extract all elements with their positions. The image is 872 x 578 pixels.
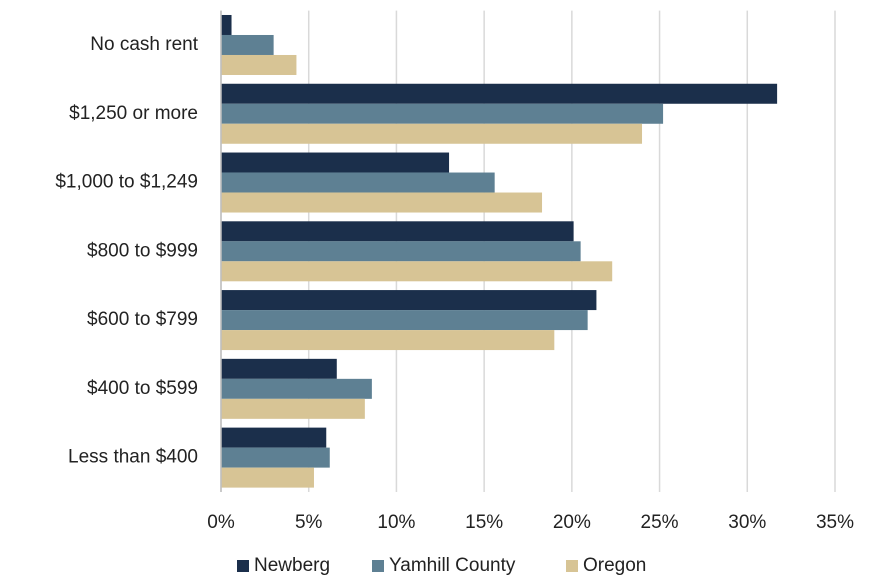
- x-tick-label: 15%: [465, 512, 503, 533]
- bar: [221, 330, 555, 351]
- bar: [221, 172, 495, 193]
- legend-swatch: [566, 560, 578, 572]
- x-tick-label: 25%: [641, 512, 679, 533]
- y-tick-label: No cash rent: [90, 34, 198, 55]
- bar: [221, 310, 588, 331]
- bar: [221, 398, 365, 419]
- y-tick-label: $600 to $799: [87, 309, 198, 330]
- bar: [221, 290, 597, 311]
- bar: [221, 447, 330, 468]
- bar: [221, 54, 297, 75]
- bar: [221, 261, 613, 282]
- legend-label: Yamhill County: [389, 555, 516, 576]
- bar: [221, 152, 450, 173]
- x-tick-label: 20%: [553, 512, 591, 533]
- legend-label: Oregon: [583, 555, 646, 576]
- x-tick-label: 30%: [728, 512, 766, 533]
- y-tick-label: $400 to $599: [87, 378, 198, 399]
- bar: [221, 83, 778, 104]
- legend-swatch: [237, 560, 249, 572]
- legend-label: Newberg: [254, 555, 330, 576]
- bar: [221, 358, 337, 379]
- x-tick-label: 35%: [816, 512, 854, 533]
- bar: [221, 241, 581, 262]
- y-tick-label: $1,250 or more: [69, 103, 198, 124]
- x-tick-label: 0%: [207, 512, 235, 533]
- bar: [221, 427, 327, 448]
- bar: [221, 14, 232, 35]
- y-tick-label: $1,000 to $1,249: [55, 172, 198, 193]
- x-tick-label: 5%: [295, 512, 323, 533]
- bar: [221, 123, 643, 144]
- x-tick-label: 10%: [377, 512, 415, 533]
- bar: [221, 103, 664, 124]
- y-tick-label: $800 to $999: [87, 240, 198, 261]
- bar: [221, 221, 574, 242]
- bar: [221, 34, 274, 55]
- bar: [221, 467, 314, 488]
- legend-swatch: [372, 560, 384, 572]
- y-tick-label: Less than $400: [68, 447, 198, 468]
- bar: [221, 192, 543, 213]
- bar: [221, 378, 372, 399]
